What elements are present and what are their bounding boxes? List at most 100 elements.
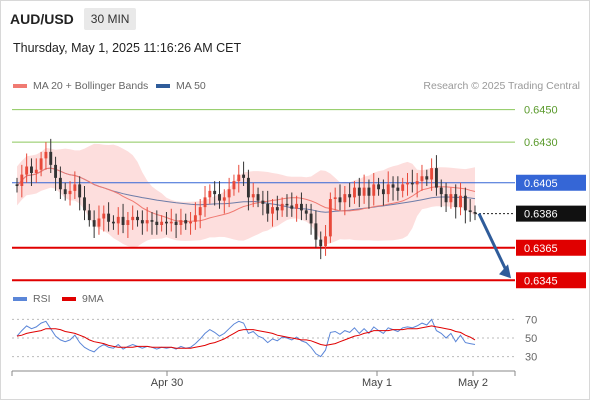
candle-body bbox=[348, 194, 352, 198]
candle bbox=[246, 169, 250, 211]
candle-body bbox=[372, 184, 376, 196]
candle-body bbox=[227, 189, 231, 198]
candle-body bbox=[193, 215, 197, 222]
candle bbox=[353, 181, 356, 204]
candle bbox=[348, 182, 352, 208]
candle bbox=[44, 142, 48, 170]
candle bbox=[25, 153, 29, 183]
candle bbox=[83, 186, 86, 221]
legend-ma50: MA 50 bbox=[156, 80, 206, 92]
candle bbox=[324, 225, 327, 256]
price-levels: 0.6450 0.6430 0.6405 0.6365 0.6345 0.6386 bbox=[12, 105, 586, 289]
candle-body bbox=[174, 221, 178, 225]
candle-body bbox=[406, 182, 409, 185]
candle-body bbox=[92, 220, 96, 227]
candle-body bbox=[169, 221, 173, 224]
candle-body bbox=[473, 212, 477, 214]
candle-body bbox=[314, 223, 318, 240]
candle-body bbox=[246, 177, 250, 198]
candle bbox=[39, 151, 43, 177]
candle bbox=[131, 205, 135, 230]
rsi-panel: 70 50 30 bbox=[12, 314, 537, 364]
candle bbox=[34, 158, 38, 183]
candle-body bbox=[444, 194, 448, 203]
candle bbox=[357, 177, 361, 208]
candle-body bbox=[232, 181, 236, 190]
candle-body bbox=[155, 221, 159, 225]
candle bbox=[319, 231, 323, 260]
legend-ma20: MA 20 + Bollinger Bands bbox=[13, 80, 148, 92]
candle bbox=[237, 164, 241, 193]
rsi-ma-line bbox=[16, 325, 476, 349]
candle-body bbox=[208, 190, 212, 198]
candle bbox=[92, 210, 96, 238]
candle bbox=[459, 182, 462, 216]
legend-ma20-label: MA 20 + Bollinger Bands bbox=[33, 80, 149, 92]
candle-body bbox=[410, 182, 414, 185]
candle bbox=[420, 164, 424, 191]
candle-body bbox=[430, 168, 434, 180]
candle-body bbox=[271, 207, 274, 214]
candle-body bbox=[261, 200, 265, 204]
candle-body bbox=[367, 187, 371, 196]
candle-body bbox=[434, 168, 438, 188]
candle bbox=[97, 205, 101, 235]
candle bbox=[222, 189, 226, 214]
candle-body bbox=[357, 187, 361, 196]
candle bbox=[78, 176, 82, 211]
candle bbox=[295, 195, 299, 222]
candle-body bbox=[391, 184, 395, 188]
candle bbox=[372, 173, 376, 206]
last-price-label: 0.6386 bbox=[524, 209, 558, 221]
legend-rsi-label: RSI bbox=[33, 293, 51, 305]
candle bbox=[169, 208, 173, 232]
candle bbox=[30, 158, 33, 186]
candle-body bbox=[377, 184, 381, 190]
candle bbox=[121, 203, 125, 234]
candle-body bbox=[150, 220, 154, 222]
candle bbox=[213, 181, 217, 206]
candle-body bbox=[213, 190, 217, 195]
candle-body bbox=[44, 151, 48, 159]
candle bbox=[189, 212, 193, 235]
candle bbox=[285, 194, 289, 217]
candle-body bbox=[179, 220, 183, 225]
level-tag-0.6345 bbox=[516, 272, 586, 289]
candle bbox=[68, 181, 72, 206]
candle bbox=[179, 208, 183, 235]
candle bbox=[20, 164, 24, 198]
candle-body bbox=[343, 194, 347, 203]
candle bbox=[468, 199, 472, 222]
candle bbox=[449, 187, 453, 209]
candle-body bbox=[299, 203, 303, 211]
candle bbox=[406, 173, 409, 196]
candle-body bbox=[97, 218, 101, 227]
candle bbox=[150, 212, 154, 235]
candle-body bbox=[126, 220, 130, 225]
candle bbox=[232, 174, 236, 196]
moving-averages bbox=[16, 167, 476, 222]
chart-header: AUD/USD 30 MIN bbox=[10, 8, 137, 30]
candle-body bbox=[54, 164, 58, 178]
candle bbox=[386, 171, 390, 203]
candle-body bbox=[34, 169, 38, 173]
candle bbox=[251, 182, 255, 208]
x-tick-label: Apr 30 bbox=[151, 377, 183, 389]
timeframe-badge[interactable]: 30 MIN bbox=[83, 8, 137, 30]
candle-body bbox=[63, 189, 67, 195]
candle bbox=[256, 187, 260, 208]
candle-body bbox=[131, 216, 135, 221]
ma20-line bbox=[16, 167, 476, 222]
candle bbox=[87, 203, 91, 227]
candle-body bbox=[73, 184, 77, 191]
last-price-tag bbox=[516, 205, 586, 222]
time-axis: Apr 30 May 1 May 2 bbox=[11, 370, 516, 389]
candle-body bbox=[145, 220, 149, 224]
candle-body bbox=[295, 203, 299, 209]
candle bbox=[362, 174, 366, 204]
rsi-line bbox=[16, 318, 476, 358]
candle bbox=[299, 192, 303, 221]
rsi-tick-30: 30 bbox=[525, 352, 537, 364]
candle bbox=[165, 212, 168, 235]
timestamp: Thursday, May 1, 2025 11:16:26 AM CET bbox=[13, 41, 242, 55]
